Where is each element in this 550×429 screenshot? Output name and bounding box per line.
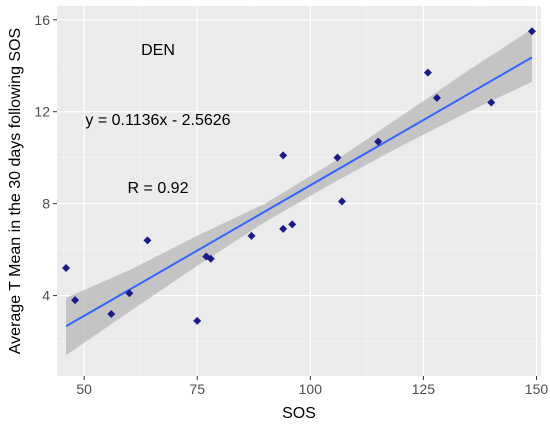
x-tick-label: 150 [525, 381, 549, 397]
data-point [193, 316, 202, 325]
data-point [62, 263, 71, 272]
x-axis-title: SOS [282, 405, 316, 422]
data-point [423, 68, 432, 77]
x-axis-ticks: 50 75 100 125 150 [76, 376, 548, 397]
data-point [279, 151, 288, 160]
data-point [333, 153, 342, 162]
y-axis-title: Average T Mean in the 30 days following … [7, 28, 24, 354]
site-label: DEN [141, 42, 175, 59]
y-axis-ticks: 4 8 12 16 [34, 12, 57, 304]
data-point [487, 98, 496, 107]
x-tick-label: 100 [299, 381, 323, 397]
data-point [247, 231, 256, 240]
y-tick-label: 8 [42, 196, 50, 212]
data-point [143, 236, 152, 245]
data-point [527, 27, 536, 36]
data-point [71, 296, 80, 305]
y-tick-label: 16 [34, 12, 50, 28]
data-point [432, 93, 441, 102]
regression-equation: y = 0.1136x - 2.5626 [85, 112, 230, 129]
regression-line [65, 56, 533, 328]
data-point [206, 254, 215, 263]
data-point [337, 197, 346, 206]
data-points [62, 27, 536, 325]
y-tick-label: 12 [34, 104, 50, 120]
y-tick-label: 4 [42, 288, 50, 304]
x-tick-label: 50 [76, 381, 92, 397]
data-point [279, 224, 288, 233]
data-point [374, 137, 383, 146]
correlation-label: R = 0.92 [128, 180, 189, 197]
data-point [125, 289, 134, 298]
data-point [288, 220, 297, 229]
data-point [107, 309, 116, 318]
x-tick-label: 75 [189, 381, 205, 397]
x-tick-label: 125 [412, 381, 436, 397]
